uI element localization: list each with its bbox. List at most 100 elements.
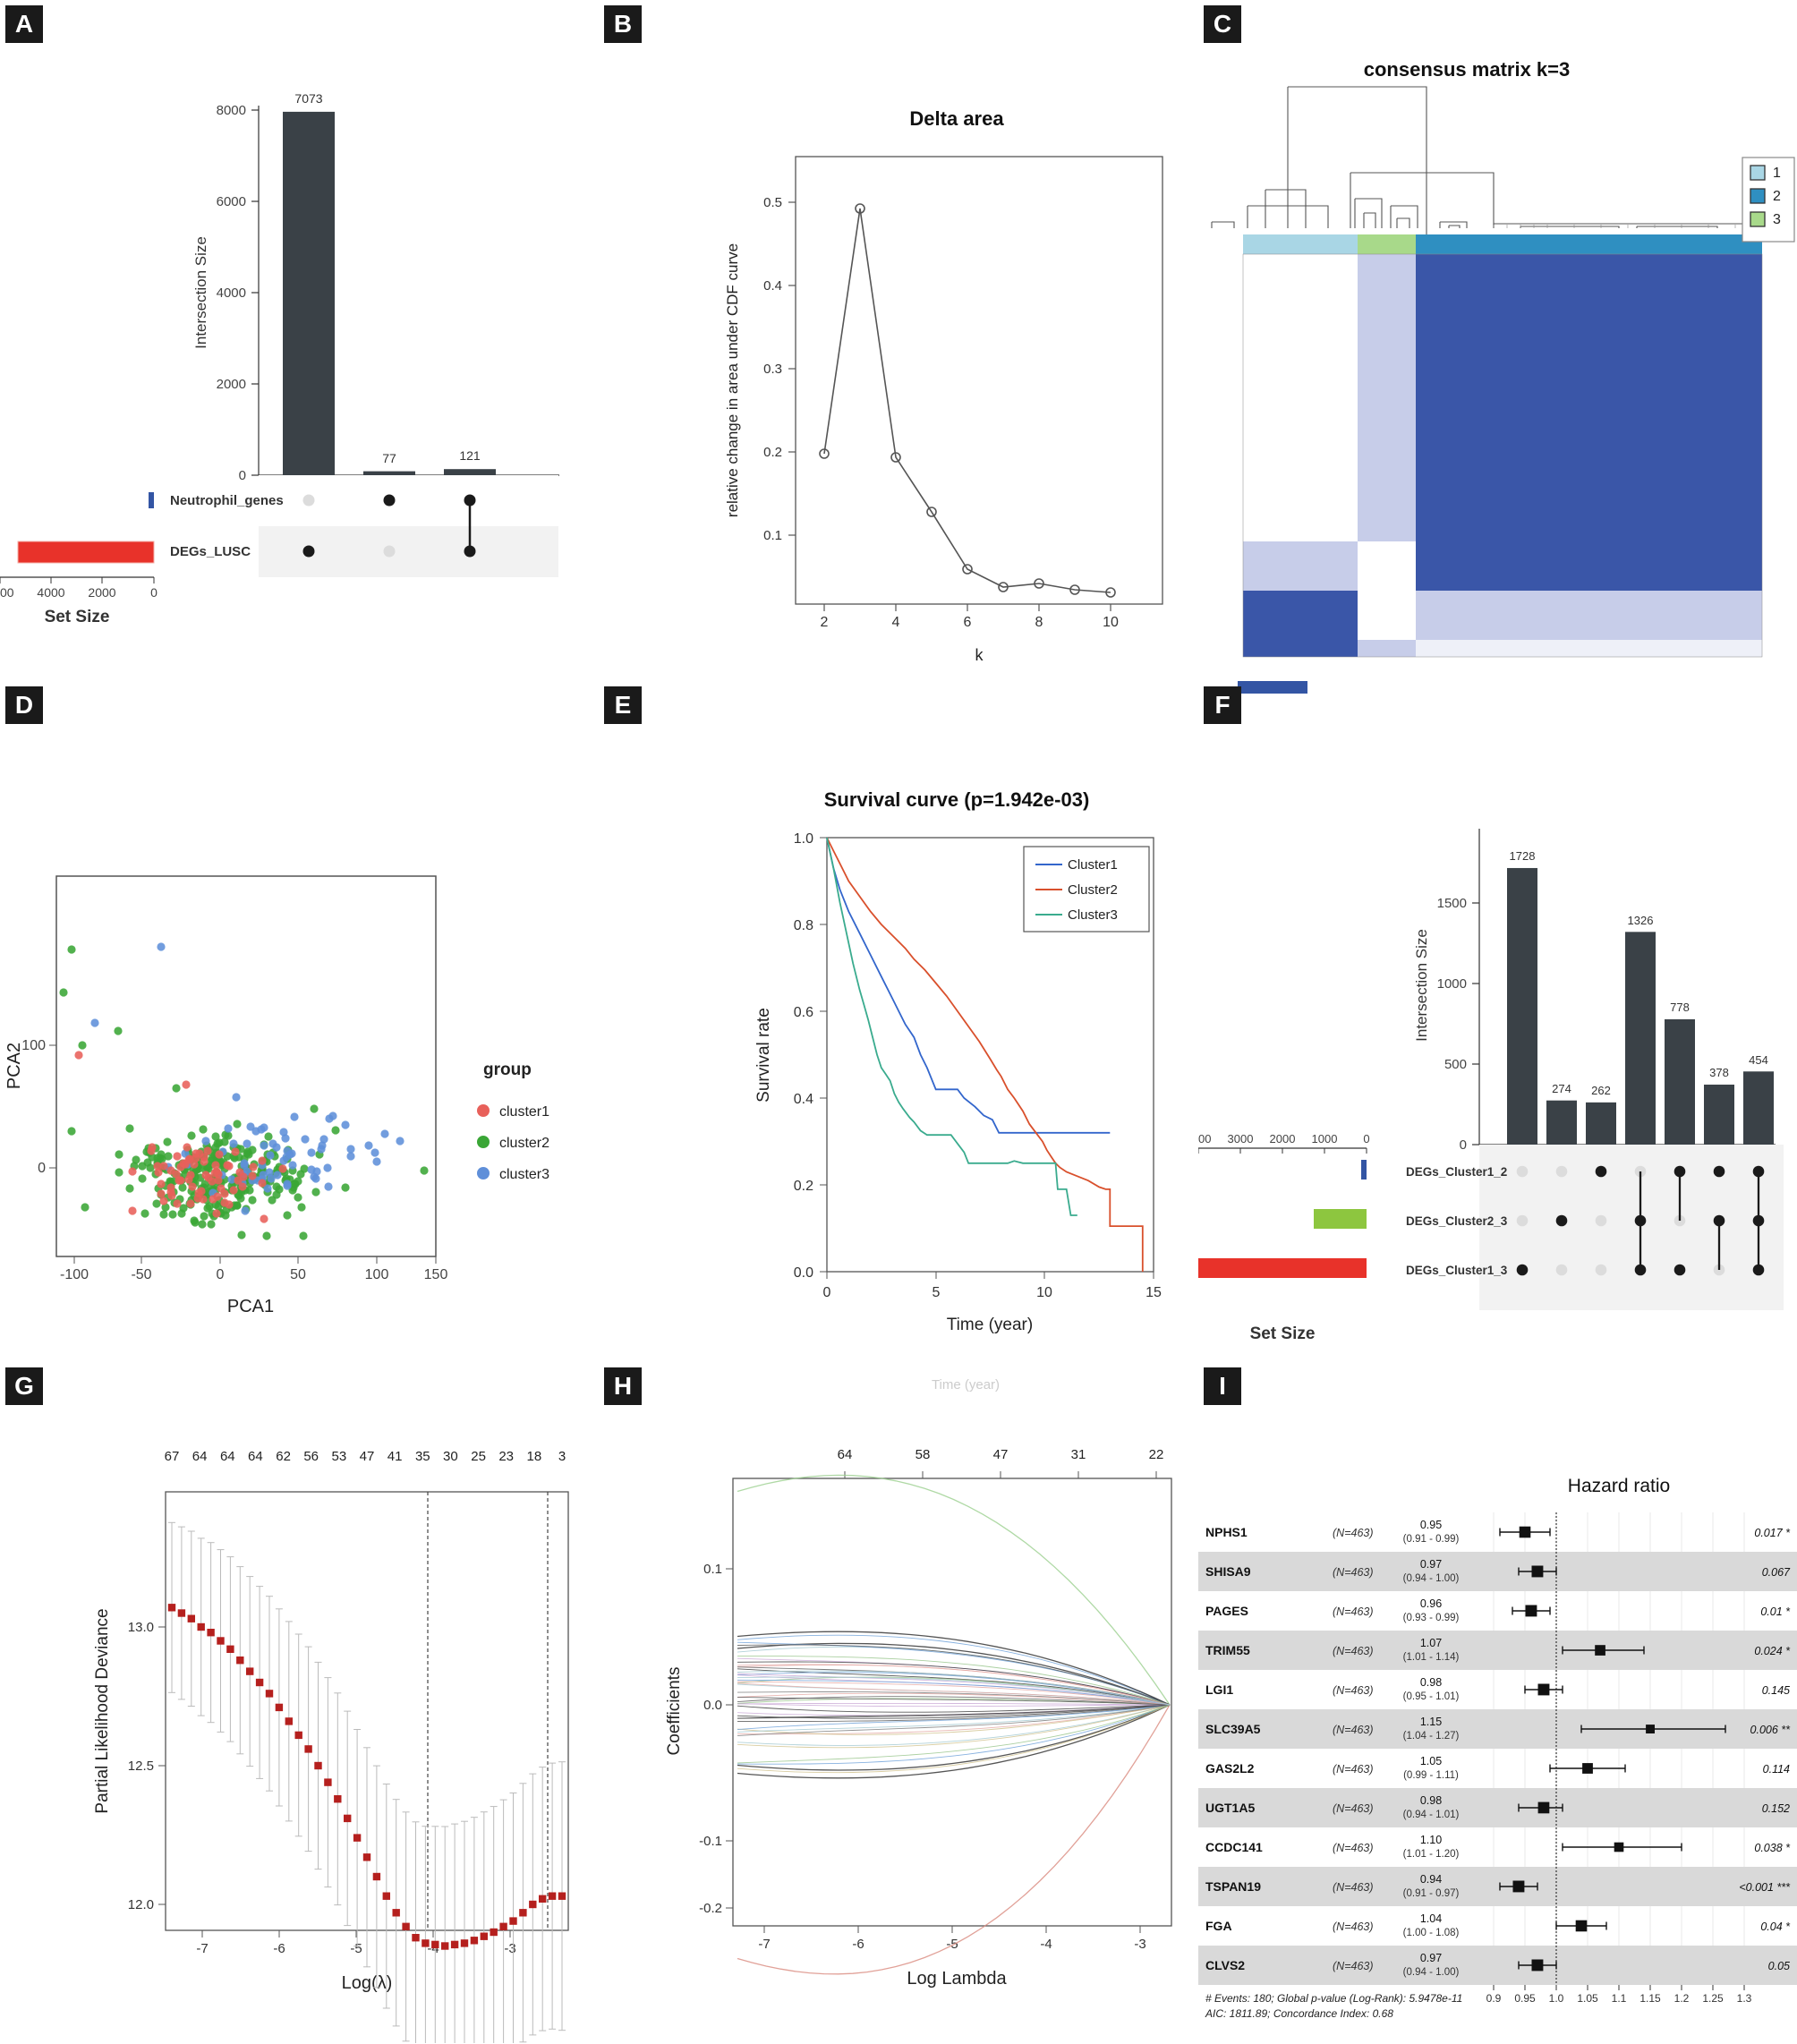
- svg-text:Intersection Size: Intersection Size: [192, 236, 209, 349]
- svg-text:12.5: 12.5: [128, 1759, 154, 1774]
- svg-text:FGA: FGA: [1205, 1919, 1232, 1933]
- svg-text:Log Lambda: Log Lambda: [907, 1969, 1007, 1989]
- svg-text:Intersection Size: Intersection Size: [1413, 929, 1430, 1042]
- svg-text:121: 121: [459, 448, 481, 463]
- svg-text:4000: 4000: [1198, 1132, 1211, 1145]
- svg-text:1.05: 1.05: [1420, 1755, 1442, 1767]
- svg-text:64: 64: [248, 1449, 263, 1464]
- svg-text:0: 0: [150, 585, 158, 600]
- svg-text:50: 50: [290, 1267, 306, 1282]
- svg-text:0: 0: [239, 468, 246, 483]
- svg-text:(0.94 - 1.01): (0.94 - 1.01): [1403, 1810, 1460, 1820]
- svg-text:1.1: 1.1: [1612, 1992, 1627, 2005]
- svg-text:CCDC141: CCDC141: [1205, 1840, 1263, 1854]
- svg-text:LGI1: LGI1: [1205, 1682, 1233, 1697]
- svg-text:2000: 2000: [88, 585, 115, 600]
- svg-text:0.98: 0.98: [1420, 1676, 1442, 1689]
- svg-text:(1.01 - 1.14): (1.01 - 1.14): [1403, 1652, 1460, 1663]
- svg-text:(1.00 - 1.08): (1.00 - 1.08): [1403, 1928, 1460, 1938]
- svg-text:(N=463): (N=463): [1333, 1605, 1374, 1618]
- svg-text:0.04 *: 0.04 *: [1760, 1921, 1791, 1933]
- svg-text:0.97: 0.97: [1420, 1952, 1442, 1964]
- svg-text:(N=463): (N=463): [1333, 1921, 1374, 1933]
- svg-text:778: 778: [1670, 1001, 1690, 1014]
- svg-text:Set Size: Set Size: [1250, 1324, 1316, 1343]
- svg-text:Neutrophil_genes: Neutrophil_genes: [170, 493, 284, 508]
- svg-text:4000: 4000: [217, 285, 246, 301]
- svg-text:1.05: 1.05: [1577, 1992, 1598, 2005]
- svg-text:(0.94 - 1.00): (0.94 - 1.00): [1403, 1967, 1460, 1978]
- svg-text:0.96: 0.96: [1420, 1597, 1442, 1610]
- svg-text:Log(λ): Log(λ): [342, 1973, 393, 1993]
- svg-text:0.0: 0.0: [703, 1698, 722, 1713]
- svg-text:0: 0: [823, 1285, 831, 1300]
- svg-text:13.0: 13.0: [128, 1620, 154, 1635]
- svg-text:(0.91 - 0.99): (0.91 - 0.99): [1403, 1534, 1460, 1545]
- svg-text:1.25: 1.25: [1702, 1992, 1724, 2005]
- svg-text:(N=463): (N=463): [1333, 1645, 1374, 1657]
- svg-text:Delta area: Delta area: [909, 107, 1004, 130]
- svg-text:-0.2: -0.2: [699, 1901, 722, 1916]
- svg-text:0.94: 0.94: [1420, 1873, 1442, 1886]
- svg-text:(0.95 - 1.01): (0.95 - 1.01): [1403, 1691, 1460, 1702]
- svg-text:0.1: 0.1: [703, 1562, 722, 1577]
- svg-text:-3: -3: [504, 1941, 515, 1956]
- svg-text:Cluster2: Cluster2: [1068, 882, 1118, 898]
- svg-text:0.0: 0.0: [794, 1265, 813, 1281]
- svg-text:6000: 6000: [0, 585, 14, 600]
- svg-text:0.05: 0.05: [1768, 1960, 1790, 1972]
- svg-text:0.4: 0.4: [763, 278, 782, 294]
- svg-text:10: 10: [1036, 1285, 1052, 1300]
- svg-text:0.2: 0.2: [763, 445, 782, 460]
- svg-text:3000: 3000: [1228, 1132, 1254, 1145]
- svg-text:0: 0: [1460, 1137, 1467, 1153]
- svg-text:(0.94 - 1.00): (0.94 - 1.00): [1403, 1573, 1460, 1584]
- svg-text:0.145: 0.145: [1762, 1684, 1790, 1697]
- svg-text:Cluster1: Cluster1: [1068, 857, 1118, 873]
- svg-text:-5: -5: [350, 1941, 362, 1956]
- svg-text:-6: -6: [852, 1937, 864, 1952]
- svg-text:0: 0: [1363, 1132, 1369, 1145]
- svg-text:(1.04 - 1.27): (1.04 - 1.27): [1403, 1731, 1460, 1742]
- svg-text:group: group: [483, 1060, 532, 1079]
- svg-text:454: 454: [1749, 1053, 1768, 1067]
- svg-text:150: 150: [424, 1267, 448, 1282]
- svg-text:12.0: 12.0: [128, 1897, 154, 1912]
- svg-text:Time (year): Time (year): [932, 1377, 1000, 1392]
- svg-text:1.04: 1.04: [1420, 1912, 1442, 1925]
- svg-text:(N=463): (N=463): [1333, 1527, 1374, 1539]
- svg-text:0.95: 0.95: [1420, 1519, 1442, 1531]
- svg-text:Hazard ratio: Hazard ratio: [1568, 1476, 1670, 1496]
- svg-text:262: 262: [1591, 1084, 1611, 1097]
- svg-text:PCA1: PCA1: [227, 1297, 274, 1316]
- svg-text:AIC: 1811.89; Concordance Inde: AIC: 1811.89; Concordance Index: 0.68: [1205, 2007, 1393, 2020]
- svg-text:47: 47: [993, 1447, 1009, 1462]
- svg-text:7073: 7073: [294, 91, 322, 106]
- svg-text:PAGES: PAGES: [1205, 1604, 1248, 1618]
- svg-text:0.9: 0.9: [1486, 1992, 1502, 2005]
- svg-text:47: 47: [360, 1449, 375, 1464]
- svg-text:(N=463): (N=463): [1333, 1960, 1374, 1972]
- svg-text:2000: 2000: [217, 377, 246, 392]
- svg-text:5: 5: [933, 1285, 941, 1300]
- svg-text:0.97: 0.97: [1420, 1558, 1442, 1571]
- svg-text:(N=463): (N=463): [1333, 1684, 1374, 1697]
- svg-text:(1.01 - 1.20): (1.01 - 1.20): [1403, 1849, 1460, 1860]
- svg-text:8: 8: [1035, 615, 1043, 630]
- svg-text:500: 500: [1444, 1057, 1467, 1072]
- svg-text:22: 22: [1149, 1447, 1164, 1462]
- svg-text:378: 378: [1709, 1066, 1729, 1079]
- svg-text:NPHS1: NPHS1: [1205, 1525, 1248, 1539]
- svg-text:1.10: 1.10: [1420, 1834, 1442, 1846]
- svg-text:-4: -4: [1040, 1937, 1052, 1952]
- svg-text:-50: -50: [131, 1267, 151, 1282]
- svg-text:1.0: 1.0: [794, 831, 813, 847]
- svg-text:0.067: 0.067: [1762, 1566, 1791, 1579]
- svg-text:0.152: 0.152: [1762, 1802, 1790, 1815]
- svg-text:30: 30: [443, 1449, 458, 1464]
- svg-text:(0.93 - 0.99): (0.93 - 0.99): [1403, 1613, 1460, 1623]
- svg-text:35: 35: [415, 1449, 430, 1464]
- svg-text:TSPAN19: TSPAN19: [1205, 1879, 1261, 1894]
- svg-text:1500: 1500: [1437, 896, 1467, 911]
- svg-text:0.95: 0.95: [1514, 1992, 1536, 2005]
